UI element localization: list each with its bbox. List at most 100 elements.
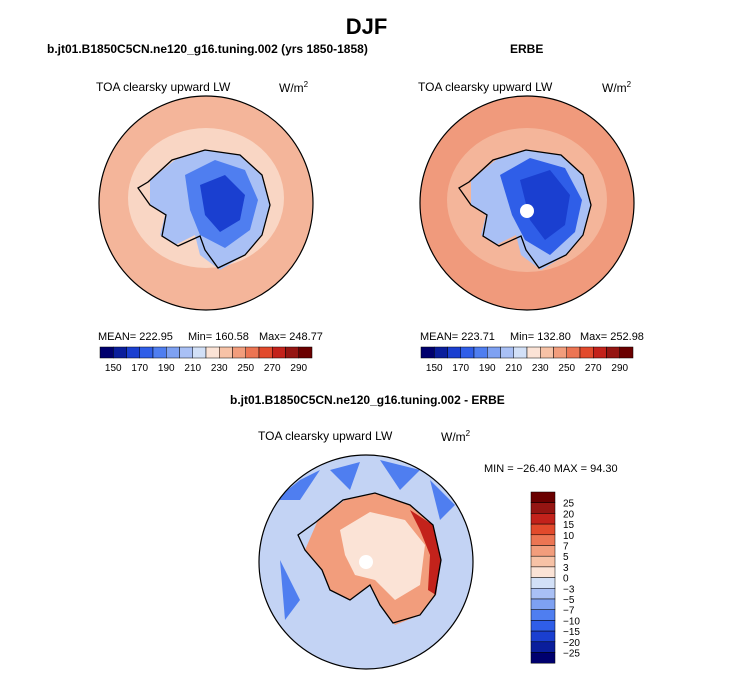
colorbar-tick-label: 290 (290, 363, 307, 374)
map-erbe (420, 96, 634, 310)
colorbar-tick-label: −7 (563, 606, 575, 617)
colorbar-tick-label: −15 (563, 627, 580, 638)
colorbar-tick-label: 210 (184, 363, 201, 374)
colorbar-box (530, 577, 556, 589)
colorbar-tick-label: 150 (426, 363, 443, 374)
pole-hole-erbe (520, 204, 534, 218)
colorbar-box (99, 346, 114, 359)
coastline-difference (297, 492, 442, 624)
colorbar-tick-label: 0 (563, 574, 569, 585)
colorbar-tick-label: 150 (105, 363, 122, 374)
colorbar-box (166, 346, 180, 359)
variable-label-erbe: TOA clearsky upward LW (418, 80, 553, 94)
variable-label-model: TOA clearsky upward LW (96, 80, 231, 94)
stats-range-difference: MIN = −26.40 MAX = 94.30 (484, 463, 618, 475)
colorbar-box (285, 346, 299, 359)
units-label-difference: W/m2 (441, 429, 471, 444)
colorbar-box (619, 346, 634, 359)
colorbar-box (593, 346, 607, 359)
colorbar-box (447, 346, 461, 359)
colorbar-tick-label: 7 (563, 542, 569, 553)
colorbar-box (606, 346, 620, 359)
colorbar-erbe: 150 170 190 210 230 250 270 290 (420, 346, 634, 374)
colorbar-box (530, 502, 556, 514)
colorbar-box (434, 346, 448, 359)
colorbar-box (530, 555, 556, 568)
colorbar-box (530, 620, 556, 632)
colorbar-tick-label: 170 (452, 363, 469, 374)
map-border-difference (258, 454, 474, 670)
colorbar-box (473, 346, 488, 359)
colorbar-box (460, 346, 475, 359)
colorbar-box (500, 346, 514, 359)
colorbar-tick-label: 230 (532, 363, 549, 374)
colorbar-box (579, 346, 594, 359)
colorbar-box (126, 346, 140, 359)
colorbar-box (298, 346, 313, 359)
colorbar-box (530, 588, 556, 600)
colorbar-box (272, 346, 286, 359)
colorbar-tick-label: 15 (563, 520, 575, 531)
stats-mean-model: MEAN= 222.95 (98, 331, 173, 343)
variable-label-difference: TOA clearsky upward LW (258, 429, 393, 443)
map-border-model (98, 95, 314, 311)
colorbar-tick-label: 5 (563, 552, 569, 563)
colorbar-tick-label: −5 (563, 595, 575, 606)
colorbar-tick-label: 210 (505, 363, 522, 374)
colorbar-box (553, 346, 567, 359)
colorbar-box (530, 513, 556, 525)
colorbar-tick-label: 250 (237, 363, 254, 374)
colorbar-box (420, 346, 435, 359)
colorbar-box (530, 566, 556, 578)
colorbar-box (530, 598, 556, 610)
pole-hole-difference (359, 555, 373, 569)
colorbar-tick-label: −3 (563, 584, 575, 595)
colorbar-box (540, 346, 554, 359)
colorbar-box (205, 346, 220, 359)
colorbar-tick-label: 270 (585, 363, 602, 374)
colorbar-tick-label: −10 (563, 616, 580, 627)
colorbar-tick-label: −25 (563, 649, 580, 660)
colorbar-box (566, 346, 581, 359)
colorbar-box (232, 346, 246, 359)
stats-max-erbe: Max= 252.98 (580, 331, 644, 343)
colorbar-box (530, 545, 556, 557)
colorbar-box (530, 609, 556, 621)
colorbar-tick-label: −20 (563, 638, 580, 649)
colorbar-box (219, 346, 233, 359)
panel-title-model: b.jt01.B1850C5CN.ne120_g16.tuning.002 (y… (47, 42, 368, 56)
colorbar-tick-label: 230 (211, 363, 228, 374)
colorbar-box (530, 641, 556, 653)
panel-title-difference: b.jt01.B1850C5CN.ne120_g16.tuning.002 - … (230, 393, 505, 407)
colorbar-box (192, 346, 207, 359)
map-model (99, 96, 313, 310)
stats-mean-erbe: MEAN= 223.71 (420, 331, 495, 343)
colorbar-tick-label: 170 (131, 363, 148, 374)
units-label-erbe: W/m2 (602, 80, 632, 95)
colorbar-tick-label: 250 (558, 363, 575, 374)
colorbar-box (152, 346, 167, 359)
colorbar-box (487, 346, 501, 359)
colorbar-box (113, 346, 127, 359)
units-label-model: W/m2 (279, 80, 309, 95)
colorbar-box (245, 346, 260, 359)
colorbar-box (139, 346, 154, 359)
stats-min-erbe: Min= 132.80 (510, 331, 571, 343)
colorbar-box (526, 346, 541, 359)
colorbar-tick-label: 20 (563, 509, 575, 520)
stats-max-model: Max= 248.77 (259, 331, 323, 343)
map-border-erbe (419, 95, 635, 311)
colorbar-box (179, 346, 193, 359)
colorbar-tick-label: 270 (264, 363, 281, 374)
colorbar-box (513, 346, 528, 359)
colorbar-tick-label: 290 (611, 363, 628, 374)
page-title: DJF (345, 14, 388, 39)
colorbar-box (530, 523, 556, 536)
colorbar-box (530, 534, 556, 546)
coastline-model (137, 149, 271, 269)
colorbar-tick-label: 10 (563, 531, 575, 542)
colorbar-box (258, 346, 273, 359)
colorbar-tick-label: 25 (563, 499, 575, 510)
colorbar-box (530, 491, 556, 503)
